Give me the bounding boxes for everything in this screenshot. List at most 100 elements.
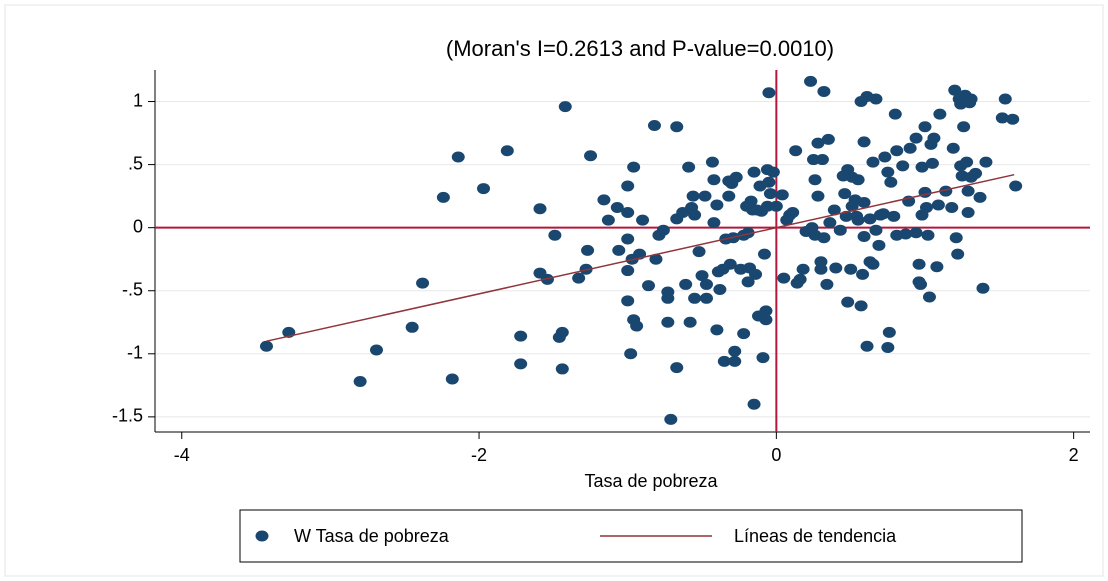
point bbox=[621, 265, 635, 277]
point bbox=[912, 258, 926, 270]
point bbox=[624, 348, 638, 360]
point bbox=[817, 232, 831, 244]
point bbox=[884, 176, 898, 188]
point bbox=[683, 316, 697, 328]
point bbox=[841, 296, 855, 308]
point bbox=[627, 161, 641, 173]
point bbox=[756, 352, 770, 364]
point bbox=[695, 270, 709, 282]
point bbox=[664, 413, 678, 425]
legend-marker bbox=[255, 530, 269, 542]
point bbox=[688, 209, 702, 221]
point bbox=[647, 119, 661, 131]
point bbox=[948, 84, 962, 96]
point bbox=[976, 282, 990, 294]
chart-title: (Moran's I=0.2613 and P-value=0.0010) bbox=[446, 36, 834, 61]
point bbox=[807, 154, 821, 166]
point bbox=[670, 121, 684, 133]
point bbox=[451, 151, 465, 163]
point bbox=[814, 263, 828, 275]
point bbox=[710, 199, 724, 211]
point bbox=[857, 230, 871, 242]
point bbox=[946, 142, 960, 154]
point bbox=[811, 190, 825, 202]
point bbox=[945, 201, 959, 213]
point bbox=[723, 258, 737, 270]
y-tick-label: .5 bbox=[128, 153, 143, 173]
point bbox=[630, 320, 644, 332]
y-tick-label: -1.5 bbox=[112, 406, 143, 426]
point bbox=[817, 85, 831, 97]
point bbox=[749, 268, 763, 280]
point bbox=[922, 291, 936, 303]
point bbox=[890, 145, 904, 157]
point bbox=[949, 232, 963, 244]
point bbox=[914, 278, 928, 290]
point bbox=[931, 199, 945, 211]
point bbox=[775, 189, 789, 201]
point bbox=[857, 196, 871, 208]
point bbox=[581, 244, 595, 256]
y-tick-label: -.5 bbox=[122, 279, 143, 299]
point bbox=[921, 229, 935, 241]
point bbox=[933, 108, 947, 120]
point bbox=[436, 191, 450, 203]
point bbox=[866, 156, 880, 168]
point bbox=[642, 280, 656, 292]
trend-line bbox=[266, 173, 1015, 342]
point bbox=[757, 248, 771, 260]
point bbox=[786, 207, 800, 219]
point bbox=[405, 321, 419, 333]
point bbox=[860, 340, 874, 352]
point bbox=[762, 87, 776, 99]
point bbox=[851, 214, 865, 226]
point bbox=[829, 262, 843, 274]
point bbox=[670, 362, 684, 374]
point bbox=[747, 398, 761, 410]
point bbox=[918, 121, 932, 133]
point bbox=[872, 239, 886, 251]
point bbox=[804, 75, 818, 87]
point bbox=[961, 207, 975, 219]
point bbox=[979, 156, 993, 168]
x-tick-label: 0 bbox=[771, 445, 781, 465]
legend-label: W Tasa de pobreza bbox=[294, 526, 450, 546]
point bbox=[621, 180, 635, 192]
point bbox=[353, 376, 367, 388]
point bbox=[416, 277, 430, 289]
point bbox=[887, 210, 901, 222]
point bbox=[909, 132, 923, 144]
point bbox=[881, 341, 895, 353]
point bbox=[903, 142, 917, 154]
point bbox=[744, 195, 758, 207]
x-tick-label: -4 bbox=[174, 445, 190, 465]
point bbox=[558, 101, 572, 113]
point bbox=[699, 292, 713, 304]
point bbox=[964, 93, 978, 105]
point bbox=[762, 176, 776, 188]
point bbox=[854, 300, 868, 312]
point bbox=[533, 203, 547, 215]
point bbox=[514, 330, 528, 342]
point bbox=[679, 278, 693, 290]
point bbox=[741, 227, 755, 239]
point bbox=[927, 132, 941, 144]
point bbox=[584, 150, 598, 162]
point bbox=[692, 246, 706, 258]
point bbox=[699, 278, 713, 290]
point bbox=[939, 185, 953, 197]
point bbox=[951, 248, 965, 260]
legend-label: Líneas de tendencia bbox=[734, 526, 897, 546]
point bbox=[930, 261, 944, 273]
point bbox=[961, 185, 975, 197]
point bbox=[969, 167, 983, 179]
point bbox=[477, 183, 491, 195]
point bbox=[759, 305, 773, 317]
point bbox=[763, 188, 777, 200]
point bbox=[960, 156, 974, 168]
point bbox=[899, 228, 913, 240]
point bbox=[925, 157, 939, 169]
point bbox=[597, 194, 611, 206]
point bbox=[713, 283, 727, 295]
